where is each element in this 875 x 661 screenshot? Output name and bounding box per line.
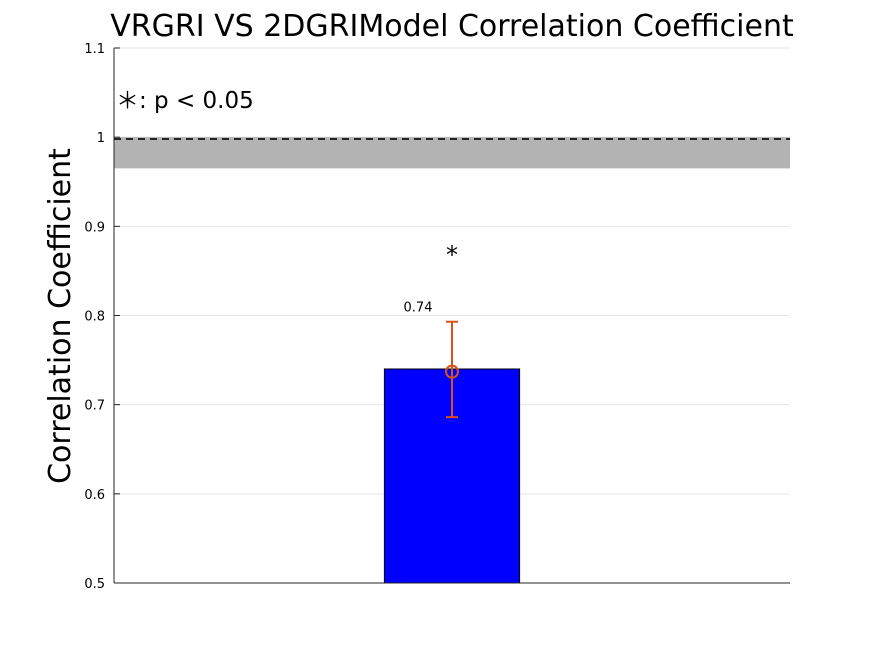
y-tick-labels: 0.5 0.6 0.7 0.8 0.9 1 1.1 (84, 42, 105, 592)
reference-band (114, 137, 790, 169)
y-tick-label: 0.6 (84, 488, 105, 503)
mean-marker (445, 364, 459, 379)
y-tick-label: 1.1 (84, 42, 105, 57)
y-tick-label: 0.5 (84, 577, 105, 592)
bar-data-label: 0.74 (404, 301, 433, 316)
reference-band-layer (114, 137, 790, 169)
annotation-layer: 0.74 * (404, 241, 458, 315)
significance-legend: ＊: p < 0.05 (116, 88, 254, 114)
axis-layer (113, 47, 790, 584)
y-tick-label: 0.7 (84, 399, 105, 414)
y-axis-label: Correlation Coefficient (43, 148, 78, 484)
significance-marker: * (446, 241, 458, 269)
bar-layer (383, 320, 521, 584)
y-tick-label: 0.9 (84, 220, 105, 235)
y-tick-label: 0.8 (84, 310, 105, 325)
chart-title: VRGRI VS 2DGRIModel Correlation Coeffici… (110, 9, 794, 44)
y-tick-label: 1 (97, 131, 105, 146)
